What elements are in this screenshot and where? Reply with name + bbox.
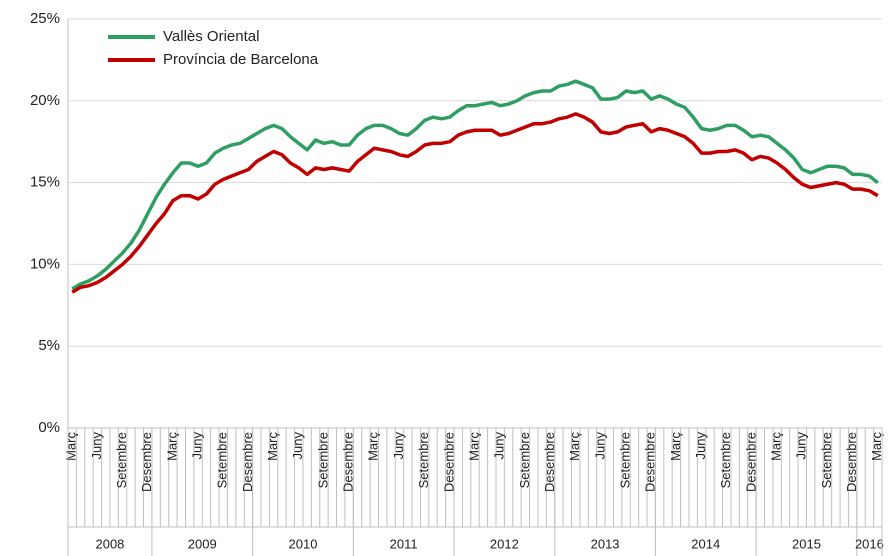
x-tick-label: Setembre <box>819 432 834 488</box>
data-line <box>71 112 879 294</box>
x-tick-label: Desembre <box>542 432 557 492</box>
x-tick-label: Desembre <box>441 432 456 492</box>
legend-label: Província de Barcelona <box>163 51 319 68</box>
year-label: 2014 <box>691 536 720 551</box>
x-tick-label: Juny <box>89 432 104 460</box>
x-tick-label: Juny <box>592 432 607 460</box>
y-tick-label: 20% <box>30 92 60 109</box>
x-tick-label: Juny <box>492 432 507 460</box>
x-tick-label: Març <box>64 432 79 461</box>
x-tick-label: Desembre <box>240 432 255 492</box>
year-label: 2013 <box>591 536 620 551</box>
y-tick-label: 5% <box>38 337 60 354</box>
x-tick-label: Desembre <box>139 432 154 492</box>
y-tick-label: 10% <box>30 255 60 272</box>
x-tick-label: Març <box>466 432 481 461</box>
year-label: 2016 <box>855 536 884 551</box>
x-tick-label: Març <box>567 432 582 461</box>
x-tick-label: Juny <box>290 432 305 460</box>
x-tick-label: Setembre <box>718 432 733 488</box>
year-label: 2010 <box>289 536 318 551</box>
x-tick-label: Març <box>366 432 381 461</box>
year-label: 2009 <box>188 536 217 551</box>
legend-label: Vallès Oriental <box>163 28 259 45</box>
x-tick-label: Març <box>769 432 784 461</box>
year-label: 2012 <box>490 536 519 551</box>
x-tick-label: Setembre <box>617 432 632 488</box>
year-label: 2015 <box>792 536 821 551</box>
x-tick-label: Desembre <box>341 432 356 492</box>
x-tick-label: Juny <box>190 432 205 460</box>
x-tick-label: Març <box>265 432 280 461</box>
data-line <box>71 79 879 291</box>
x-tick-label: Març <box>869 432 884 461</box>
y-tick-label: 25% <box>30 10 60 27</box>
y-tick-label: 15% <box>30 174 60 191</box>
year-label: 2011 <box>390 536 418 551</box>
x-tick-label: Setembre <box>416 432 431 488</box>
y-tick-label: 0% <box>38 419 60 436</box>
x-tick-label: Juny <box>391 432 406 460</box>
x-tick-label: Març <box>164 432 179 461</box>
x-tick-label: Març <box>668 432 683 461</box>
x-tick-label: Desembre <box>844 432 859 492</box>
x-tick-label: Juny <box>693 432 708 460</box>
x-tick-label: Setembre <box>517 432 532 488</box>
x-tick-label: Desembre <box>743 432 758 492</box>
x-tick-label: Juny <box>794 432 809 460</box>
year-label: 2008 <box>95 536 124 551</box>
x-tick-label: Setembre <box>215 432 230 488</box>
x-tick-label: Desembre <box>643 432 658 492</box>
x-tick-label: Setembre <box>315 432 330 488</box>
x-tick-label: Setembre <box>114 432 129 488</box>
